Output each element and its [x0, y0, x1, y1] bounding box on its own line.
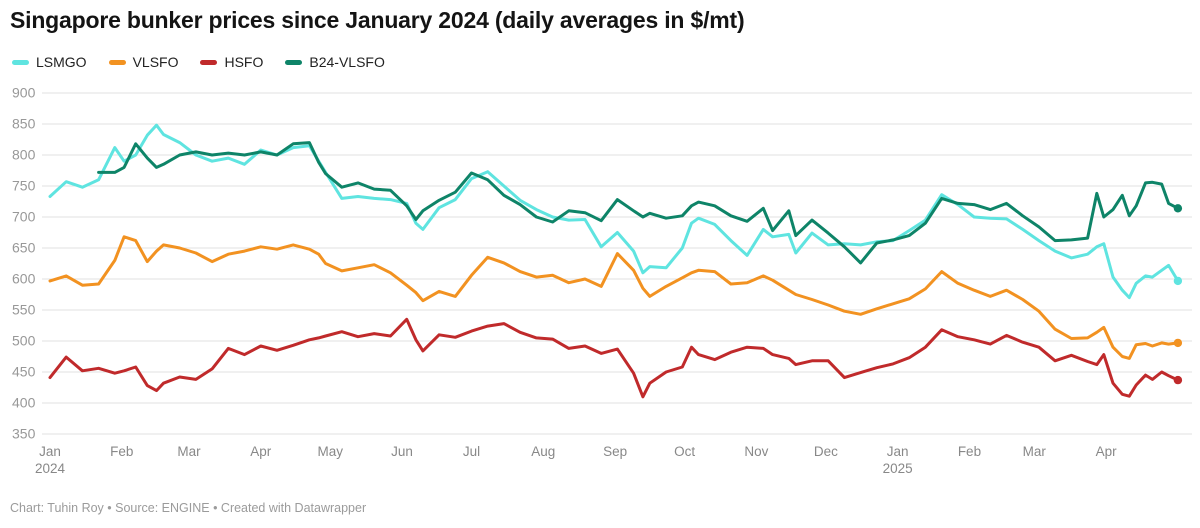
chart-footer-credit: Chart: Tuhin Roy • Source: ENGINE • Crea…	[10, 501, 367, 515]
x-axis-label: Apr	[1096, 444, 1118, 459]
series-endpoint-b24-vlsfo[interactable]	[1173, 204, 1183, 213]
y-axis-label: 750	[12, 178, 36, 194]
legend-item-hsfo: HSFO	[200, 55, 263, 69]
x-axis-year-label: 2024	[35, 461, 66, 476]
legend-label: VLSFO	[132, 54, 179, 70]
y-axis-label: 900	[12, 85, 36, 101]
legend-swatch-icon	[200, 59, 218, 65]
x-axis-label: Feb	[958, 444, 981, 459]
y-axis-label: 800	[12, 147, 36, 163]
series-line-b24-vlsfo[interactable]	[97, 141, 1180, 265]
x-axis-label: Apr	[250, 444, 272, 459]
legend-item-vlsfo: VLSFO	[108, 54, 179, 70]
y-axis-label: 850	[12, 116, 36, 132]
x-axis-label: Aug	[531, 444, 555, 459]
series-endpoint-lsmgo[interactable]	[1173, 276, 1183, 286]
y-axis-label: 350	[12, 426, 36, 442]
legend-item-b24-vlsfo: B24-VLSFO	[285, 54, 385, 70]
x-axis-label: Mar	[1023, 444, 1047, 459]
series-line-hsfo[interactable]	[48, 317, 1180, 399]
x-axis-year-label: 2025	[883, 461, 913, 476]
x-axis-label: Dec	[814, 444, 838, 459]
legend-item-lsmgo: LSMGO	[12, 55, 87, 69]
x-axis-label: Feb	[110, 444, 133, 459]
legend-label: LSMGO	[36, 54, 87, 70]
legend-label: B24-VLSFO	[309, 54, 385, 70]
series-endpoint-hsfo[interactable]	[1173, 375, 1183, 385]
x-axis-label: May	[317, 444, 343, 459]
x-axis-label: Jul	[463, 444, 480, 459]
y-axis-label: 550	[12, 302, 36, 318]
y-axis-label: 500	[12, 333, 36, 349]
y-axis-label: 700	[12, 209, 36, 225]
legend-swatch-icon	[108, 59, 126, 65]
legend-label: HSFO	[224, 54, 264, 70]
legend-swatch-icon	[285, 59, 303, 65]
y-axis-label: 450	[12, 364, 36, 380]
chart-title: Singapore bunker prices since January 20…	[10, 7, 745, 33]
x-axis-label: Jan	[887, 444, 909, 459]
y-axis-label: 650	[12, 240, 36, 256]
x-axis-label: Nov	[744, 444, 768, 459]
y-axis-label: 400	[12, 395, 36, 411]
x-axis-label: Sep	[603, 444, 627, 459]
x-axis-label: Jan	[39, 444, 61, 459]
series-line-lsmgo[interactable]	[48, 123, 1180, 300]
series-line-vlsfo[interactable]	[48, 235, 1180, 360]
series-endpoint-vlsfo[interactable]	[1173, 338, 1183, 348]
x-axis-label: Oct	[674, 444, 695, 459]
x-axis-label: Jun	[391, 444, 413, 459]
x-axis-label: Mar	[177, 444, 201, 459]
legend: LSMGO VLSFO HSFO B24-VLSFO	[12, 55, 385, 69]
legend-swatch-icon	[12, 59, 29, 65]
y-axis-label: 600	[12, 271, 36, 287]
